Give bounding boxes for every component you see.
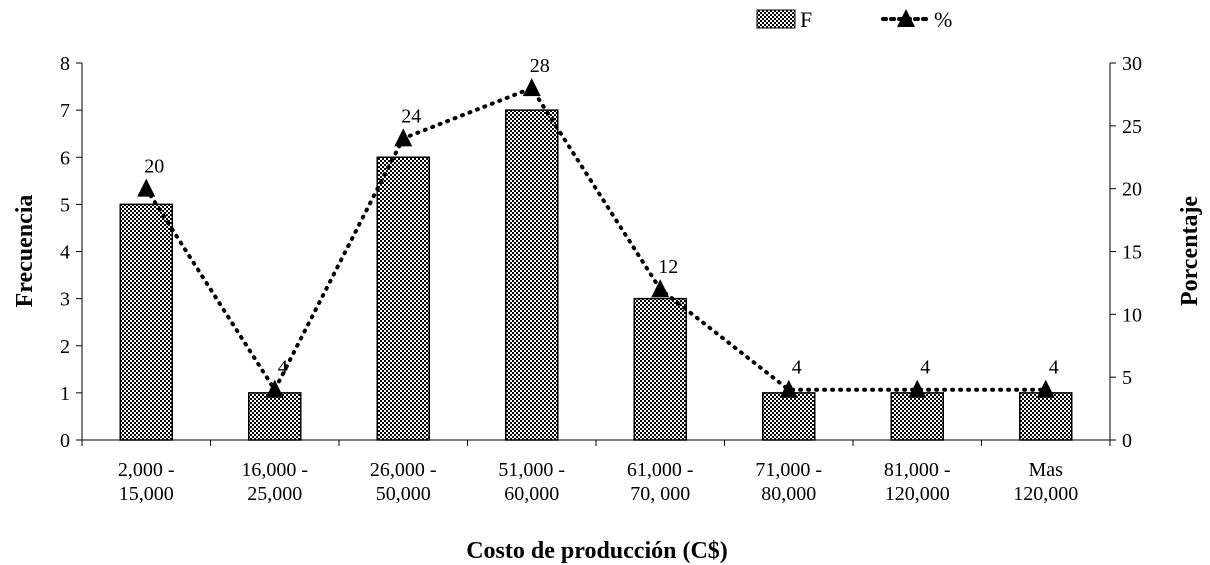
x-tick-label: 2,000 - <box>118 459 175 481</box>
y-tick-label: 7 <box>60 100 70 122</box>
x-tick-label: 80,000 <box>761 483 816 505</box>
x-tick-label: 25,000 <box>247 483 302 505</box>
y2-tick-label: 15 <box>1122 242 1142 264</box>
x-tick-label: 70, 000 <box>630 483 690 505</box>
y-tick-label: 4 <box>60 242 70 264</box>
data-label: 4 <box>1049 357 1059 379</box>
data-label: 4 <box>920 357 930 379</box>
y2-tick-label: 30 <box>1122 53 1142 75</box>
bar <box>376 156 430 441</box>
bar <box>1019 392 1073 441</box>
legend-swatch-bar <box>756 9 796 29</box>
x-tick-label: 50,000 <box>376 483 431 505</box>
y-tick-label: 8 <box>60 53 70 75</box>
bar <box>119 203 173 441</box>
x-tick-label: 51,000 - <box>498 459 565 481</box>
y2-tick-label: 25 <box>1122 116 1142 138</box>
x-axis-title: Costo de producción (C$) <box>466 538 728 564</box>
line-marker <box>522 78 541 97</box>
x-tick-label: 61,000 - <box>627 459 694 481</box>
line-marker <box>651 279 670 298</box>
line-marker <box>908 379 927 398</box>
y-tick-label: 5 <box>60 194 70 216</box>
x-tick-label: 15,000 <box>119 483 174 505</box>
data-label: 28 <box>530 55 550 77</box>
x-tick-label: 16,000 - <box>241 459 308 481</box>
line-marker <box>137 178 156 197</box>
x-tick-label: 81,000 - <box>884 459 951 481</box>
legend-label-line: % <box>934 7 952 32</box>
line-marker <box>394 128 413 147</box>
bar <box>505 109 559 441</box>
y2-tick-label: 10 <box>1122 304 1142 326</box>
y-tick-label: 2 <box>60 336 70 358</box>
x-tick-label: 120,000 <box>1013 483 1078 505</box>
legend-label-bar: F <box>800 7 812 32</box>
y-tick-label: 6 <box>60 147 70 169</box>
x-tick-label: 26,000 - <box>370 459 437 481</box>
bar <box>762 392 816 441</box>
data-label: 4 <box>792 357 802 379</box>
y2-tick-label: 5 <box>1122 367 1132 389</box>
series-line <box>144 85 1048 394</box>
data-label: 24 <box>401 105 421 127</box>
x-tick-label: 120,000 <box>885 483 950 505</box>
bar <box>633 297 687 441</box>
line-marker <box>779 379 798 398</box>
data-label: 12 <box>658 256 678 278</box>
data-label: 4 <box>278 357 288 379</box>
y-axis-title: Frecuencia <box>12 195 38 308</box>
x-tick-label: 60,000 <box>504 483 559 505</box>
y2-axis-title: Porcentaje <box>1177 196 1203 307</box>
bar <box>248 392 302 441</box>
legend-marker-triangle <box>897 9 915 27</box>
legend: F % <box>756 7 952 32</box>
y2-tick-label: 20 <box>1122 179 1142 201</box>
y-tick-label: 0 <box>60 430 70 452</box>
data-label: 20 <box>144 156 164 178</box>
x-tick-label: 71,000 - <box>755 459 822 481</box>
line-marker <box>1036 379 1055 398</box>
y-tick-label: 1 <box>60 383 70 405</box>
x-tick-label: Mas <box>1029 459 1064 481</box>
y2-tick-label: 0 <box>1122 430 1132 452</box>
line-marker <box>265 379 284 398</box>
y-tick-label: 3 <box>60 289 70 311</box>
bar <box>890 392 944 441</box>
